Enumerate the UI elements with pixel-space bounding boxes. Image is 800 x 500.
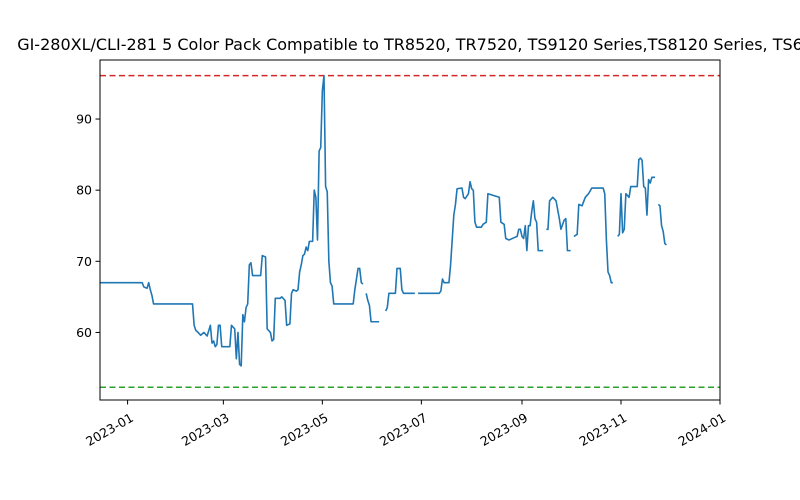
y-tick-label: 90 [76, 112, 92, 127]
y-tick-label: 60 [76, 325, 92, 340]
y-tick-label: 70 [76, 254, 92, 269]
axes [99, 59, 721, 401]
series-line-segment [365, 293, 380, 323]
series-line-segment [418, 180, 544, 295]
series-line-segment [573, 187, 613, 284]
series-line-segment [617, 157, 656, 237]
series-group [100, 74, 667, 367]
plot-frame [99, 59, 721, 401]
reference-lines [100, 74, 720, 388]
series-line-segment [546, 196, 571, 252]
y-axis-ticks: 60 70 80 90 [76, 112, 100, 340]
chart-title: GI-280XL/CLI-281 5 Color Pack Compatible… [17, 35, 800, 54]
series-line-segment [100, 74, 364, 367]
y-tick-label: 80 [76, 183, 92, 198]
series-line-segment [657, 203, 667, 246]
series-line-segment [384, 267, 415, 312]
